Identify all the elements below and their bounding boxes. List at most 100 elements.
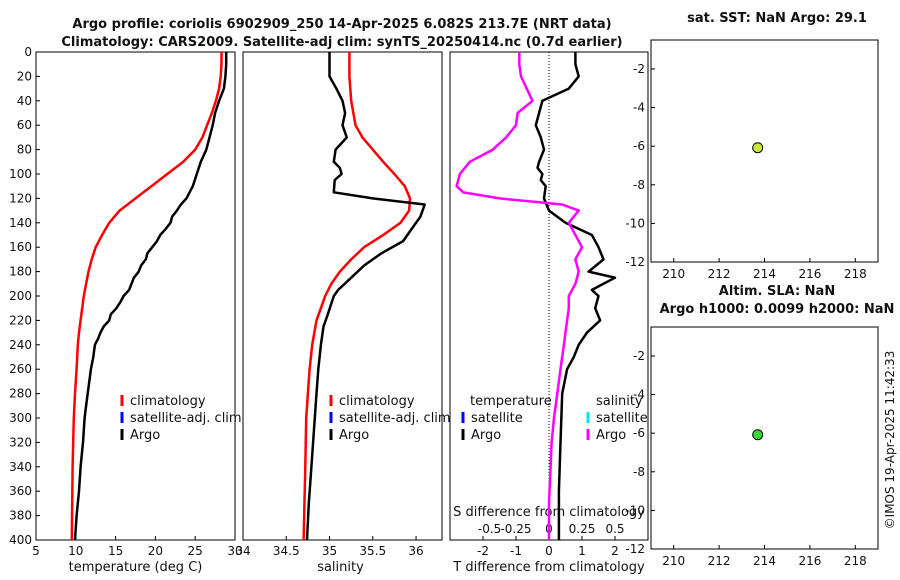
depth-tick-label: 100 [9, 167, 32, 181]
sla-y-tick-label: -2 [633, 349, 645, 363]
sst-x-tick-label: 216 [798, 267, 821, 281]
salinity-difference-line [455, 52, 584, 540]
depth-tick-label: 260 [9, 362, 32, 376]
sst-axes-frame [650, 39, 879, 263]
header-line-2: Climatology: CARS2009. Satellite-adj cli… [61, 35, 622, 50]
salinity-legend-item-label: climatology [339, 394, 415, 409]
salinity-x-axis-label: salinity [317, 560, 364, 575]
sst-x-tick-label: 210 [662, 267, 685, 281]
depth-tick-label: 140 [9, 216, 32, 230]
depth-tick-label: 200 [9, 289, 32, 303]
difference-legend-temperature-title: temperature [470, 394, 552, 409]
temperature-axes-frame [35, 51, 236, 541]
salinity-x-tick-label: 34.5 [273, 544, 300, 558]
difference-legend-temperature-satellite-label: satellite [471, 411, 523, 426]
sst-y-tick-label: -6 [633, 139, 645, 153]
salinity-difference-tick-label: 0.5 [605, 522, 624, 536]
temperature-x-tick-label: 5 [32, 544, 40, 558]
depth-tick-label: 40 [17, 94, 32, 108]
sst-y-tick-label: -2 [633, 62, 645, 76]
depth-tick-label: 400 [9, 533, 32, 547]
difference-legend-salinity-title: salinity [596, 394, 643, 409]
sla-x-tick-label: 214 [753, 554, 776, 568]
salinity-legend-item-label: satellite-adj. clim [339, 411, 451, 426]
header-line-1: Argo profile: coriolis 6902909_250 14-Ap… [72, 17, 611, 32]
difference-x-tick-label: -2 [477, 544, 489, 558]
sla-y-tick-label: -4 [633, 388, 645, 402]
depth-tick-label: 220 [9, 313, 32, 327]
salinity-climatology-line [302, 52, 412, 541]
depth-tick-label: 360 [9, 484, 32, 498]
sla-title-line-1: Altim. SLA: NaN [719, 284, 835, 299]
temperature-x-axis-label: temperature (deg C) [69, 560, 203, 575]
salinity-legend-item-label: Argo [339, 428, 369, 443]
depth-tick-label: 320 [9, 435, 32, 449]
salinity-x-tick-label: 36 [408, 544, 423, 558]
temperature-x-tick-label: 25 [188, 544, 203, 558]
salinity-x-tick-label: 35 [322, 544, 337, 558]
sst-y-tick-label: -4 [633, 101, 645, 115]
depth-tick-label: 340 [9, 460, 32, 474]
sst-argo-point [752, 142, 764, 154]
sla-x-tick-label: 218 [844, 554, 867, 568]
difference-legend-temperature-argo-label: Argo [471, 428, 501, 443]
salinity-x-tick-label: 34 [235, 544, 250, 558]
imos-timestamp-watermark: ©IMOS 19-Apr-2025 11:42:33 [883, 351, 897, 530]
sla-x-tick-label: 210 [662, 554, 685, 568]
depth-tick-label: 80 [17, 143, 32, 157]
difference-x-tick-label: 1 [578, 544, 586, 558]
depth-tick-label: 380 [9, 509, 32, 523]
sst-y-tick-label: -8 [633, 178, 645, 192]
difference-legend-salinity-argo-label: Argo [596, 428, 626, 443]
temperature-legend-item-label: satellite-adj. clim [130, 411, 242, 426]
sst-panel: -2 -4 -6 -8 -10 -12 210 212 214 216 218 sat. SST: N… [625, 11, 879, 281]
salinity-argo-line [305, 52, 426, 541]
depth-tick-label: 60 [17, 118, 32, 132]
difference-x-tick-label: -1 [510, 544, 522, 558]
temperature-legend-item-label: climatology [130, 394, 206, 409]
sst-x-tick-label: 214 [753, 267, 776, 281]
sla-y-tick-label: -10 [625, 503, 645, 517]
salinity-axes-frame [242, 51, 443, 541]
depth-tick-label: 160 [9, 240, 32, 254]
depth-tick-label: 0 [24, 45, 32, 59]
temperature-x-tick-label: 30 [227, 544, 242, 558]
temperature-difference-line [534, 52, 617, 540]
depth-tick-label: 280 [9, 387, 32, 401]
temperature-x-tick-label: 15 [108, 544, 123, 558]
salinity-difference-tick-label: -0.5 [478, 522, 501, 536]
sla-argo-point [752, 429, 764, 441]
difference-x-axis-label: T difference from climatology [452, 560, 645, 575]
depth-tick-label: 120 [9, 191, 32, 205]
difference-x-tick-label: 0 [545, 544, 553, 558]
depth-tick-label: 20 [17, 69, 32, 83]
depth-tick-label: 300 [9, 411, 32, 425]
difference-x-tick-label: 2 [611, 544, 619, 558]
depth-tick-label: 240 [9, 338, 32, 352]
sla-title-line-2: Argo h1000: 0.0099 h2000: NaN [660, 302, 895, 317]
sst-x-tick-label: 218 [844, 267, 867, 281]
depth-tick-label: 180 [9, 265, 32, 279]
sst-y-tick-label: -10 [625, 216, 645, 230]
temperature-x-tick-label: 10 [68, 544, 83, 558]
sla-y-tick-label: -12 [625, 542, 645, 556]
salinity-difference-tick-label: -0.25 [500, 522, 531, 536]
sla-x-tick-label: 216 [798, 554, 821, 568]
difference-legend-salinity-satellite-label: satellite [596, 411, 648, 426]
sla-panel: -2 -4 -6 -8 -10 -12 210 212 214 216 218 Altim. SLA:… [625, 284, 894, 568]
sst-x-tick-label: 212 [708, 267, 731, 281]
salinity-x-tick-label: 35.5 [359, 544, 386, 558]
sla-x-tick-label: 212 [708, 554, 731, 568]
salinity-panel: 34 34.5 35 35.5 36 salinity climatology satelli… [235, 51, 451, 575]
salinity-difference-tick-label: 0.25 [569, 522, 596, 536]
temperature-legend-item-label: Argo [130, 428, 160, 443]
sla-y-tick-label: -8 [633, 465, 645, 479]
sla-axes-frame [650, 326, 879, 550]
temperature-panel: 0 20 40 60 80 100 120 140 160 180 200 220 240 260 280 3… [9, 45, 243, 575]
sla-y-tick-label: -6 [633, 426, 645, 440]
sst-y-tick-label: -12 [625, 255, 645, 269]
temperature-x-tick-label: 20 [148, 544, 163, 558]
sst-title-line-1: sat. SST: NaN Argo: 29.1 [687, 11, 867, 26]
